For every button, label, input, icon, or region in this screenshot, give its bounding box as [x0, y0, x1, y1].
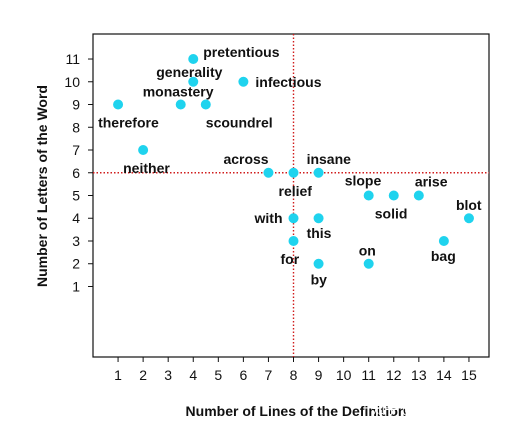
data-point-infectious — [238, 76, 249, 87]
point-label-across: across — [223, 151, 268, 167]
x-tick-label: 4 — [189, 367, 197, 383]
x-tick-label: 12 — [386, 367, 402, 383]
point-label-blot: blot — [456, 197, 482, 213]
y-tick-label: 7 — [72, 142, 80, 158]
y-tick-label: 8 — [72, 119, 80, 135]
y-tick-label: 3 — [72, 233, 80, 249]
point-label-on: on — [359, 243, 376, 259]
x-tick-label: 6 — [239, 367, 247, 383]
data-point-solid — [388, 190, 399, 201]
reference-lines — [93, 34, 489, 357]
x-axis-ticks: 1 2 3 4 5 6 7 8 9 10 11 12 13 14 15 — [114, 357, 477, 383]
x-tick-label: 3 — [164, 367, 172, 383]
y-tick-label: 4 — [72, 210, 80, 226]
watermark-text: 知乎 @言此落花时 — [372, 402, 480, 417]
x-tick-label: 7 — [265, 367, 273, 383]
data-point-therefore — [113, 99, 124, 110]
x-tick-label: 13 — [411, 367, 427, 383]
data-points — [113, 54, 474, 269]
point-label-for: for — [281, 251, 300, 267]
data-point-by — [313, 258, 324, 269]
point-labels: therefore neither monastery scoundrel genera… — [98, 44, 482, 288]
point-label-pretentious: pretentious — [203, 44, 279, 60]
point-label-neither: neither — [123, 160, 170, 176]
data-point-neither — [138, 145, 149, 156]
data-point-blot — [463, 213, 474, 224]
x-tick-label: 5 — [214, 367, 222, 383]
y-axis-ticks: 1 2 3 4 5 6 7 8 9 10 11 — [64, 51, 93, 294]
point-label-scoundrel: scoundrel — [206, 115, 273, 131]
x-tick-label: 10 — [336, 367, 352, 383]
y-tick-label: 11 — [65, 51, 80, 67]
data-point-with — [288, 213, 299, 224]
y-axis-title: Number of Letters of the Word — [34, 85, 50, 287]
x-tick-label: 1 — [114, 367, 122, 383]
data-point-for — [288, 235, 299, 246]
data-point-this — [313, 213, 324, 224]
data-point-relief — [288, 167, 299, 178]
data-point-pretentious — [188, 54, 199, 65]
point-label-monastery: monastery — [143, 84, 214, 100]
y-tick-label: 5 — [72, 188, 80, 204]
y-tick-label: 10 — [64, 74, 80, 90]
point-label-therefore: therefore — [98, 115, 159, 131]
point-label-by: by — [311, 272, 328, 288]
data-point-slope — [363, 190, 374, 201]
point-label-arise: arise — [415, 174, 448, 190]
point-label-solid: solid — [375, 206, 408, 222]
x-tick-label: 15 — [461, 367, 477, 383]
y-tick-label: 9 — [72, 97, 80, 113]
point-label-generality: generality — [156, 64, 222, 80]
data-point-scoundrel — [200, 99, 211, 110]
data-point-monastery — [175, 99, 186, 110]
data-point-insane — [313, 167, 324, 178]
point-label-bag: bag — [431, 248, 456, 264]
point-label-infectious: infectious — [255, 74, 321, 90]
point-label-with: with — [254, 210, 283, 226]
x-tick-label: 9 — [315, 367, 323, 383]
data-point-bag — [438, 235, 449, 246]
x-axis-title: Number of Lines of the Definition — [186, 403, 407, 419]
x-tick-label: 8 — [290, 367, 298, 383]
point-label-insane: insane — [307, 151, 352, 167]
data-point-arise — [413, 190, 424, 201]
y-tick-label: 6 — [72, 165, 80, 181]
x-tick-label: 11 — [361, 367, 376, 383]
point-label-slope: slope — [345, 173, 382, 189]
x-tick-label: 14 — [436, 367, 452, 383]
y-tick-label: 1 — [72, 278, 80, 294]
data-point-generality — [188, 76, 199, 87]
point-label-this: this — [307, 225, 332, 241]
data-point-across — [263, 167, 274, 178]
y-tick-label: 2 — [72, 256, 80, 272]
point-label-relief: relief — [279, 183, 313, 199]
data-point-on — [363, 258, 374, 269]
x-tick-label: 2 — [139, 367, 147, 383]
